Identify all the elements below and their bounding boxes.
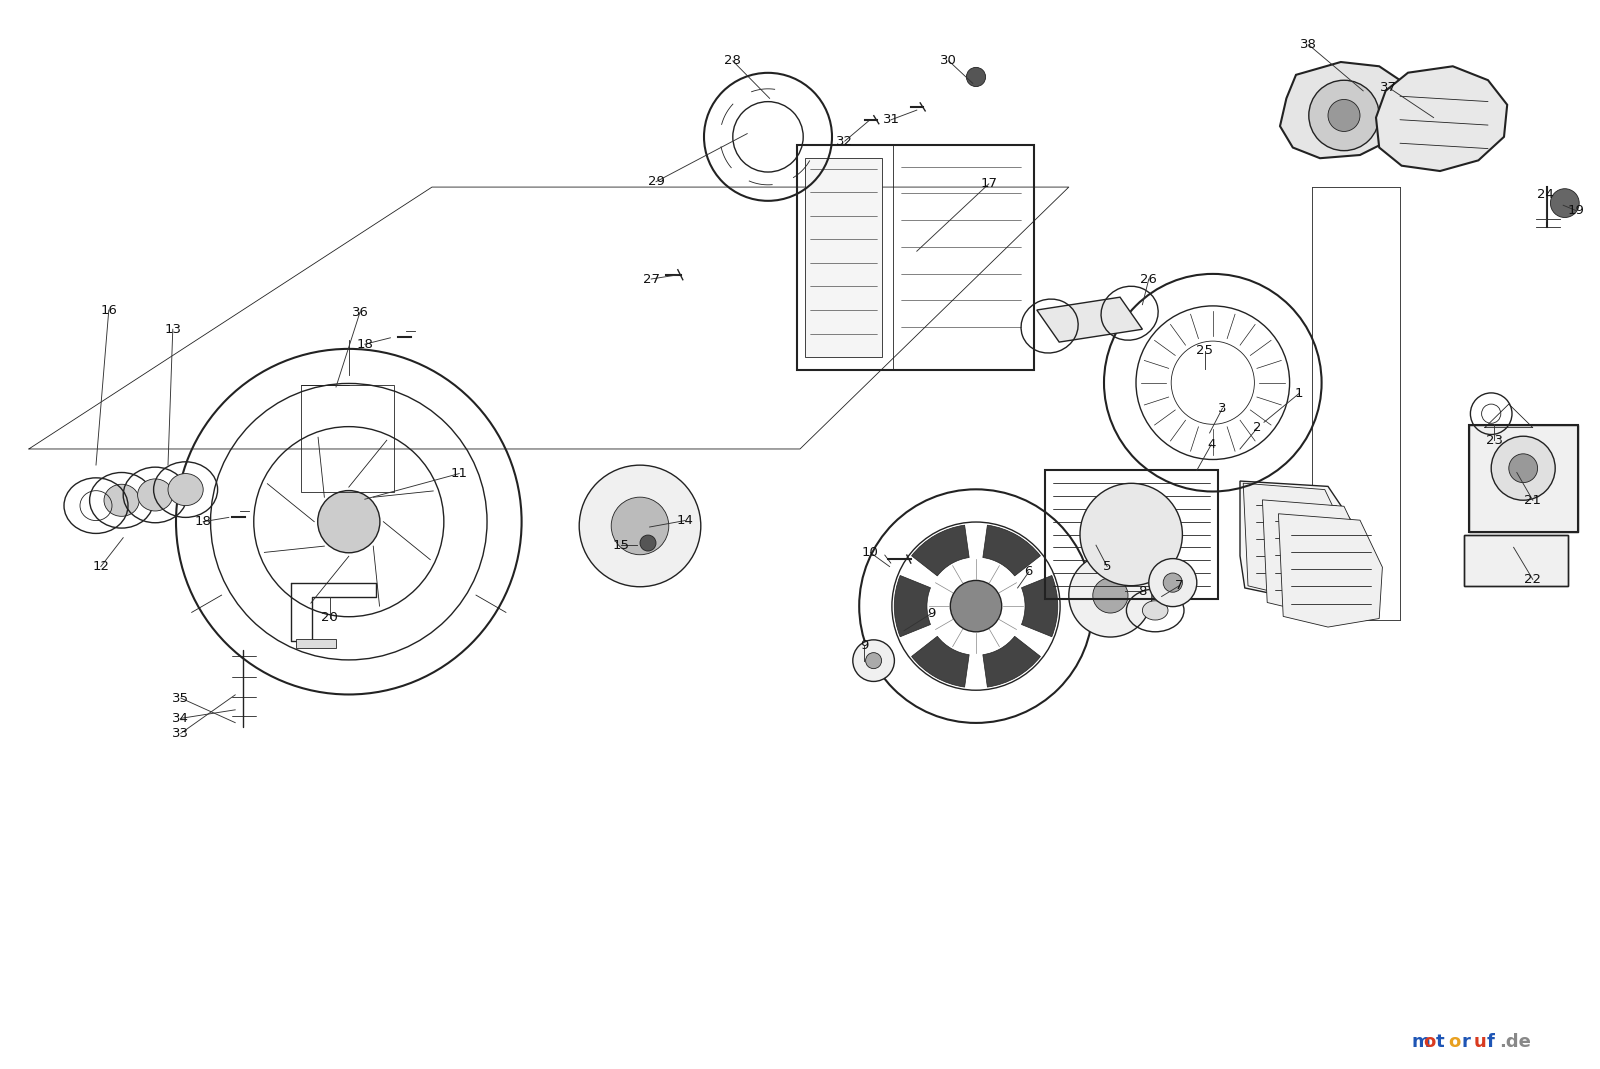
Text: 38: 38: [1301, 38, 1317, 51]
Polygon shape: [1280, 62, 1411, 158]
Circle shape: [950, 580, 1002, 632]
Polygon shape: [1376, 66, 1507, 171]
Circle shape: [1328, 99, 1360, 131]
Text: 29: 29: [648, 175, 664, 188]
Circle shape: [640, 536, 656, 551]
Text: 24: 24: [1538, 188, 1554, 201]
Text: m: m: [1411, 1034, 1430, 1051]
Text: 8: 8: [1138, 585, 1147, 598]
Text: 35: 35: [173, 692, 189, 704]
Circle shape: [1149, 559, 1197, 606]
Wedge shape: [982, 636, 1040, 687]
Text: 18: 18: [357, 338, 373, 351]
Text: 14: 14: [677, 514, 693, 527]
Text: 9: 9: [926, 607, 936, 620]
Circle shape: [1509, 454, 1538, 482]
Text: f: f: [1486, 1034, 1494, 1051]
Text: 10: 10: [862, 546, 878, 559]
Wedge shape: [1021, 575, 1058, 637]
Text: 16: 16: [101, 304, 117, 316]
Text: u: u: [1474, 1034, 1486, 1051]
Wedge shape: [982, 525, 1040, 576]
Circle shape: [1163, 573, 1182, 592]
Polygon shape: [1240, 481, 1357, 599]
Polygon shape: [1262, 500, 1366, 614]
Wedge shape: [894, 575, 931, 637]
Circle shape: [611, 497, 669, 555]
Text: 11: 11: [451, 467, 467, 480]
Text: 7: 7: [1174, 579, 1184, 592]
Bar: [301, 385, 394, 492]
Text: 19: 19: [1568, 204, 1584, 217]
Bar: [805, 158, 882, 357]
Bar: [1045, 470, 1218, 599]
Text: 5: 5: [1102, 560, 1112, 573]
Circle shape: [1069, 554, 1152, 637]
Text: .de: .de: [1499, 1034, 1531, 1051]
Text: 33: 33: [173, 727, 189, 740]
Circle shape: [1309, 80, 1379, 151]
Text: 27: 27: [643, 273, 659, 285]
Text: r: r: [1461, 1034, 1470, 1051]
Text: t: t: [1437, 1034, 1445, 1051]
Polygon shape: [1037, 297, 1142, 342]
Text: 28: 28: [725, 55, 741, 67]
Circle shape: [1080, 483, 1182, 586]
Text: o: o: [1424, 1034, 1435, 1051]
Text: 6: 6: [1024, 566, 1034, 578]
Text: 3: 3: [1218, 402, 1227, 415]
Circle shape: [1491, 436, 1555, 500]
Text: 36: 36: [352, 306, 368, 319]
Circle shape: [1550, 189, 1579, 217]
Circle shape: [579, 465, 701, 587]
Text: 22: 22: [1525, 573, 1541, 586]
Text: 1: 1: [1294, 387, 1304, 400]
Text: 37: 37: [1381, 81, 1397, 94]
Text: 31: 31: [883, 113, 899, 126]
Circle shape: [866, 653, 882, 668]
Text: 17: 17: [981, 177, 997, 190]
Text: 4: 4: [1206, 438, 1216, 451]
Text: 32: 32: [837, 135, 853, 148]
Text: 12: 12: [93, 560, 109, 573]
Circle shape: [966, 67, 986, 87]
Wedge shape: [912, 636, 970, 687]
Text: 15: 15: [613, 539, 629, 552]
Text: 9: 9: [859, 639, 869, 652]
Bar: [1469, 425, 1578, 532]
Circle shape: [853, 640, 894, 681]
Circle shape: [318, 491, 379, 553]
Text: 2: 2: [1253, 421, 1262, 434]
Text: 20: 20: [322, 611, 338, 624]
Bar: [797, 145, 1034, 370]
Ellipse shape: [138, 479, 173, 511]
Polygon shape: [1278, 514, 1382, 628]
Polygon shape: [1243, 483, 1347, 597]
Text: 25: 25: [1197, 344, 1213, 357]
Text: 30: 30: [941, 55, 957, 67]
Ellipse shape: [168, 474, 203, 506]
Text: 34: 34: [173, 712, 189, 725]
Text: o: o: [1448, 1034, 1461, 1051]
Text: 21: 21: [1525, 494, 1541, 507]
Text: 26: 26: [1141, 273, 1157, 285]
Ellipse shape: [1142, 601, 1168, 620]
Polygon shape: [1464, 534, 1568, 586]
Text: 18: 18: [195, 515, 211, 528]
Bar: [1464, 534, 1568, 586]
Text: 23: 23: [1486, 434, 1502, 447]
Text: 13: 13: [165, 323, 181, 336]
Bar: [296, 639, 336, 648]
Circle shape: [1093, 578, 1128, 613]
Polygon shape: [1469, 425, 1578, 532]
Wedge shape: [912, 525, 970, 576]
Ellipse shape: [104, 484, 139, 516]
